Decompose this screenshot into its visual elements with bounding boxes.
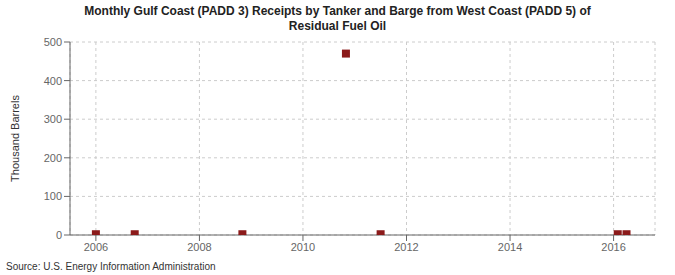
html-text:Monthly Gulf Coast (PADD 3) Re: Monthly Gulf Coast (PADD 3) Receipts by … [84, 4, 591, 18]
svg-text:2008: 2008 [187, 241, 211, 253]
svg-text:2010: 2010 [291, 241, 315, 253]
svg-text:Thousand Barrels: Thousand Barrels [9, 95, 21, 182]
svg-text:400: 400 [44, 75, 62, 87]
svg-text:300: 300 [44, 113, 62, 125]
svg-text:2006: 2006 [84, 241, 108, 253]
svg-text:2012: 2012 [394, 241, 418, 253]
svg-text:2016: 2016 [601, 241, 625, 253]
svg-text:0: 0 [56, 229, 62, 241]
html-text:Residual Fuel Oil: Residual Fuel Oil [288, 19, 387, 33]
svg-text:200: 200 [44, 152, 62, 164]
svg-text:100: 100 [44, 190, 62, 202]
svg-text:500: 500 [44, 36, 62, 48]
svg-text:2014: 2014 [498, 241, 522, 253]
html-text:Source: U.S. Energy Informatio: Source: U.S. Energy Information Administ… [6, 261, 216, 272]
